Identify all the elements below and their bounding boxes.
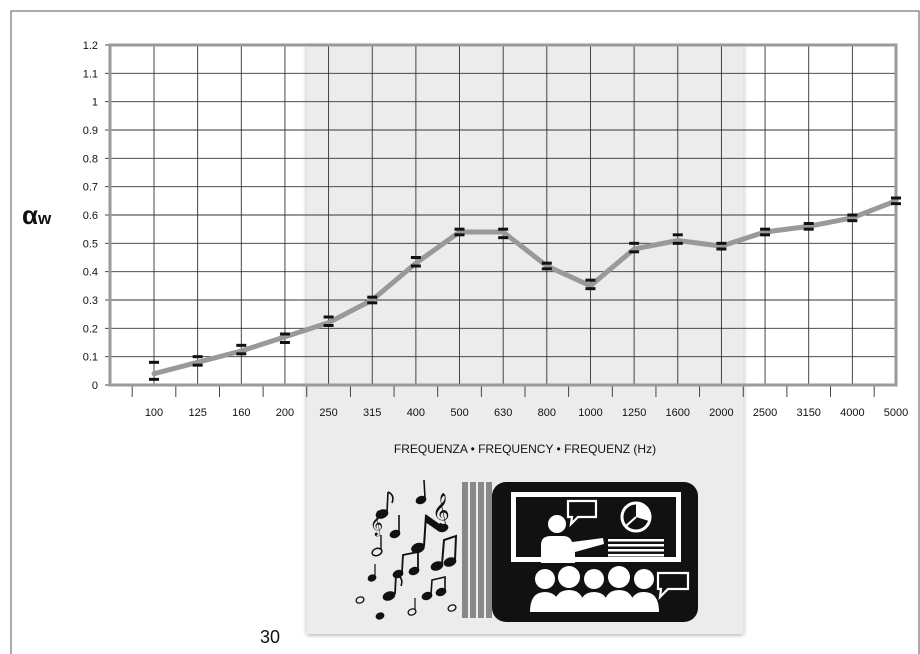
x-tick-label: 160 (232, 407, 250, 419)
y-axis-label: αw (22, 200, 52, 230)
acoustic-panel-icon (462, 482, 492, 618)
error-bar (716, 241, 727, 251)
error-bar (279, 332, 290, 344)
error-bar (629, 241, 640, 254)
page-frame (10, 10, 920, 654)
error-bar (454, 227, 465, 237)
x-tick-label: 1250 (622, 407, 646, 419)
x-tick-label: 315 (363, 407, 381, 419)
x-tick-label: 250 (319, 407, 337, 419)
y-tick-label: 1.1 (83, 68, 98, 80)
y-tick-label: 0.5 (83, 238, 98, 250)
x-tick-label: 800 (538, 407, 556, 419)
y-tick-label: 0.7 (83, 182, 98, 194)
error-bar (760, 227, 771, 237)
x-tick-label: 2500 (753, 407, 777, 419)
y-tick-label: 1 (92, 97, 98, 109)
y-tick-label: 0.2 (83, 323, 98, 335)
y-tick-label: 0.8 (83, 153, 98, 165)
x-tick-label: 630 (494, 407, 512, 419)
y-tick-label: 0.6 (83, 210, 98, 222)
error-bar (585, 278, 596, 291)
error-bar (672, 233, 683, 245)
plot-border (108, 43, 898, 387)
error-bar (323, 315, 334, 327)
x-tick-label: 4000 (840, 407, 864, 419)
error-bar (891, 196, 901, 206)
error-bar (541, 261, 552, 271)
x-tick-label: 100 (145, 407, 163, 419)
y-tick-label: 1.2 (83, 40, 98, 52)
error-bar (367, 295, 378, 305)
y-tick-label: 0.9 (83, 125, 98, 137)
x-tick-label: 2000 (709, 407, 733, 419)
x-tick-label: 1000 (578, 407, 602, 419)
x-tick-label: 125 (188, 407, 206, 419)
y-tick-label: 0.3 (83, 295, 98, 307)
error-bar (410, 256, 421, 268)
x-tick-label: 5000 (884, 407, 908, 419)
error-bar (803, 222, 814, 231)
x-tick-label: 3150 (796, 407, 820, 419)
x-tick-label: 500 (450, 407, 468, 419)
y-tick-labels: 0 0.1 0.2 0.3 0.4 0.5 0.6 0.7 0.8 0.9 1 1.1 1.2 (83, 40, 98, 392)
series-line (151, 198, 899, 377)
music-notes-icon: 𝄞 𝄞 (355, 479, 458, 620)
x-tick-label: 200 (276, 407, 294, 419)
y-tick-label: 0.4 (83, 267, 98, 279)
svg-text:𝄞: 𝄞 (370, 510, 383, 536)
error-bars (149, 196, 901, 381)
error-bar (236, 343, 247, 356)
classroom-presentation-icon (492, 482, 698, 622)
error-bar (498, 227, 509, 240)
page-number: 30 (260, 627, 280, 647)
svg-text:𝄞: 𝄞 (432, 493, 450, 529)
y-tick-label: 0 (92, 380, 98, 392)
y-tick-label: 0.1 (83, 352, 98, 364)
x-tick-label: 400 (407, 407, 425, 419)
x-tick-label: 1600 (666, 407, 690, 419)
error-bar (149, 360, 159, 381)
error-bar (847, 213, 858, 223)
x-tick-labels: 100 125 160 200 250 315 400 500 630 800 1000 1250 16… (145, 407, 908, 419)
x-axis-label: FREQUENZA • FREQUENCY • FREQUENZ (Hz) (394, 442, 656, 456)
error-bar (192, 355, 203, 367)
